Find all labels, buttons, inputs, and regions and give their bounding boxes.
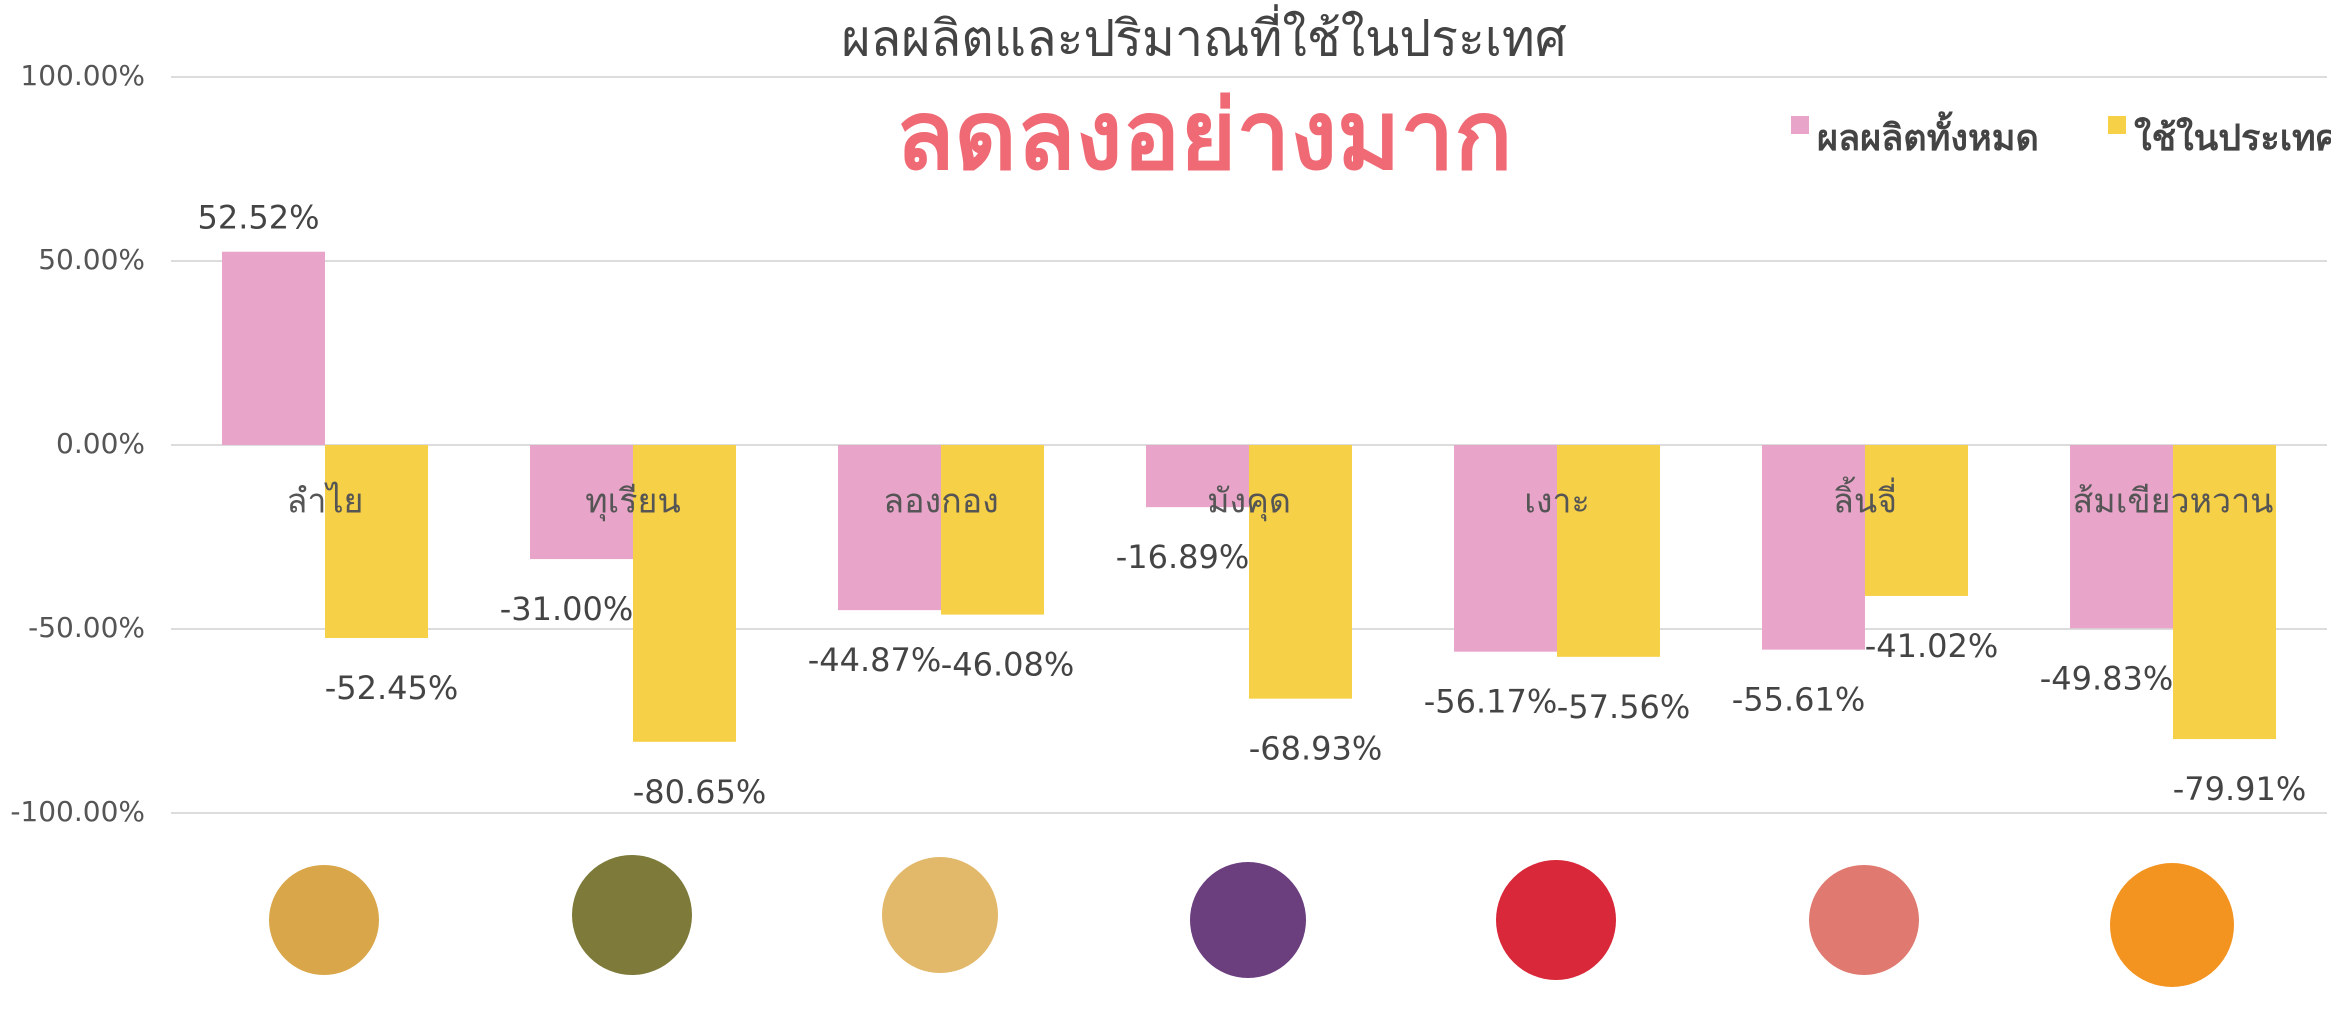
x-tick-label: ลิ้นจี่: [1833, 477, 1897, 522]
longan: [269, 865, 379, 975]
value-label: -68.93%: [1249, 730, 1383, 768]
lychee: [1809, 865, 1919, 975]
value-label: -56.17%: [1424, 683, 1558, 721]
legend-swatch: [1791, 116, 1809, 134]
value-label: -52.45%: [325, 669, 459, 707]
value-label: -16.89%: [1116, 538, 1250, 576]
x-tick-label: ลำไย: [287, 482, 364, 522]
rambutan: [1496, 860, 1616, 980]
value-label: -31.00%: [500, 590, 634, 628]
x-tick-label: ทุเรียน: [585, 482, 680, 522]
value-label: -44.87%: [808, 641, 942, 679]
bar: [1762, 445, 1865, 650]
longkong: [882, 857, 998, 973]
bar: [222, 252, 325, 445]
mangosteen: [1190, 862, 1306, 978]
bar: [2070, 445, 2173, 628]
y-tick-label: 0.00%: [56, 427, 145, 460]
chart: ผลผลิตและปริมาณที่ใช้ในประเทศ ลดลงอย่างม…: [0, 0, 2331, 1009]
chart-subtitle: ลดลงอย่างมาก: [896, 79, 1513, 191]
y-tick-label: -50.00%: [28, 611, 145, 644]
value-label: -55.61%: [1732, 681, 1866, 719]
tangerine: [2110, 863, 2234, 987]
value-label: -41.02%: [1865, 627, 1999, 665]
x-tick-label: ลองกอง: [883, 482, 998, 522]
legend-label: ใช้ในประเทศ: [2134, 116, 2331, 159]
value-label: -57.56%: [1557, 688, 1691, 726]
value-label: -49.83%: [2040, 659, 2174, 697]
bar: [1557, 445, 1660, 657]
value-label: -79.91%: [2173, 770, 2307, 808]
fruit-images: [269, 855, 2234, 987]
value-label: 52.52%: [197, 199, 319, 237]
bar: [1454, 445, 1557, 652]
bar: [838, 445, 941, 610]
value-label: -46.08%: [941, 646, 1075, 684]
x-tick-label: มังคุด: [1207, 482, 1291, 522]
chart-title: ผลผลิตและปริมาณที่ใช้ในประเทศ: [841, 5, 1566, 68]
legend-swatch: [2108, 116, 2126, 134]
y-tick-label: 100.00%: [20, 59, 145, 92]
x-tick-label: ส้มเขียวหวาน: [2073, 482, 2274, 522]
value-label: -80.65%: [633, 773, 767, 811]
legend-label: ผลผลิตทั้งหมด: [1817, 111, 2039, 159]
y-tick-label: 50.00%: [38, 243, 145, 276]
y-tick-label: -100.00%: [10, 795, 145, 828]
durian: [572, 855, 692, 975]
bar: [325, 445, 428, 638]
x-tick-label: เงาะ: [1524, 482, 1590, 522]
bar: [941, 445, 1044, 615]
